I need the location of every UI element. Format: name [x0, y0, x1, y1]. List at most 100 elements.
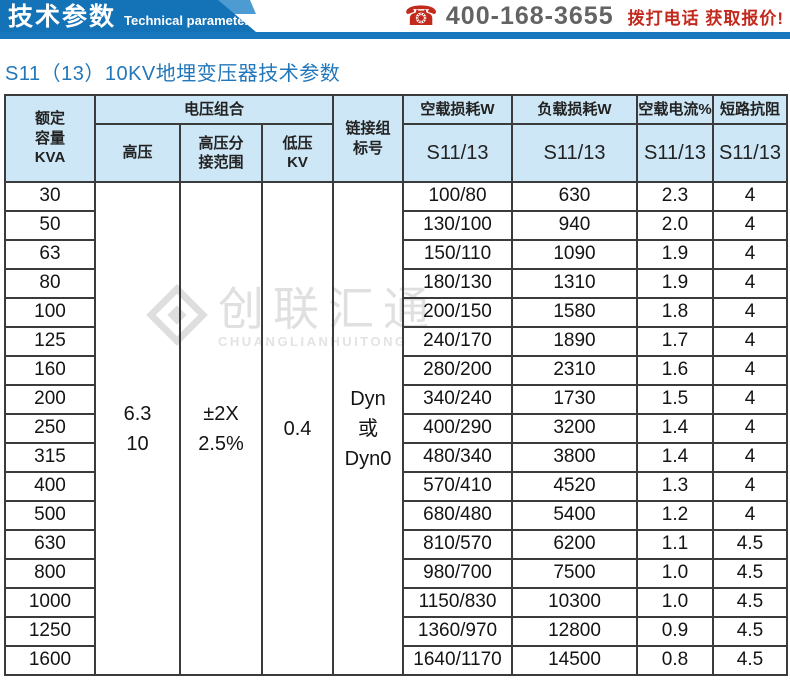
cell-no-load-current: 2.0 [636, 210, 714, 241]
page-title: S11（13）10KV地埋变压器技术参数 [5, 63, 341, 85]
cell-impedance: 4 [712, 471, 788, 502]
cell-load-loss: 12800 [511, 616, 638, 647]
cell-load-loss: 10300 [511, 587, 638, 618]
col-header-load-loss: 负载损耗W [511, 94, 638, 125]
top-banner: 技术参数 Technical parameter ☎ 400-168-3655 … [0, 0, 790, 40]
cell-load-loss: 1580 [511, 297, 638, 328]
cell-no-load-loss: 100/80 [402, 181, 513, 212]
table-row: 400 570/410 4520 1.3 4 [4, 471, 788, 502]
cell-impedance: 4 [712, 210, 788, 241]
cell-impedance: 4 [712, 413, 788, 444]
cell-impedance: 4.5 [712, 558, 788, 589]
table-row: 315 480/340 3800 1.4 4 [4, 442, 788, 473]
cell-impedance: 4 [712, 500, 788, 531]
cell-kva: 1600 [4, 645, 96, 676]
table-row: 1250 1360/970 12800 0.9 4.5 [4, 616, 788, 647]
cell-kva: 100 [4, 297, 96, 328]
cell-no-load-loss: 150/110 [402, 239, 513, 270]
cell-no-load-current: 0.9 [636, 616, 714, 647]
spec-table-header: 额定 容量 KVA 电压组合 链接组 标号 空载损耗W 负载损耗W 空载电流% … [4, 94, 788, 183]
cell-no-load-current: 1.2 [636, 500, 714, 531]
table-row: 80 180/130 1310 1.9 4 [4, 268, 788, 299]
cell-load-loss: 4520 [511, 471, 638, 502]
cell-no-load-current: 1.9 [636, 239, 714, 270]
cell-load-loss: 14500 [511, 645, 638, 676]
table-row: 500 680/480 5400 1.2 4 [4, 500, 788, 531]
cell-load-loss: 7500 [511, 558, 638, 589]
cell-load-loss: 2310 [511, 355, 638, 386]
cell-no-load-current: 1.4 [636, 413, 714, 444]
contact-block: ☎ 400-168-3655 拨打电话 获取报价! [404, 0, 784, 32]
cell-impedance: 4 [712, 442, 788, 473]
banner-underline-bar [0, 32, 790, 39]
cell-no-load-loss: 200/150 [402, 297, 513, 328]
cell-no-load-loss: 180/130 [402, 268, 513, 299]
cell-kva: 1250 [4, 616, 96, 647]
col-header-lv: 低压 KV [261, 123, 334, 183]
col-header-hv: 高压 [94, 123, 181, 183]
cell-no-load-loss: 1150/830 [402, 587, 513, 618]
col-header-impedance: 短路抗阻 [712, 94, 788, 125]
phone-icon: ☎ [404, 0, 438, 31]
cell-kva: 160 [4, 355, 96, 386]
cell-no-load-current: 1.1 [636, 529, 714, 560]
col-header-hv-tap: 高压分 接范围 [179, 123, 263, 183]
table-row: 800 980/700 7500 1.0 4.5 [4, 558, 788, 589]
table-row: 250 400/290 3200 1.4 4 [4, 413, 788, 444]
cell-no-load-loss: 680/480 [402, 500, 513, 531]
section-title-cn: 技术参数 [8, 2, 117, 31]
cell-kva: 315 [4, 442, 96, 473]
table-row: 630 810/570 6200 1.1 4.5 [4, 529, 788, 560]
section-title-en: Technical parameter [124, 13, 250, 28]
cell-kva: 250 [4, 413, 96, 444]
cell-no-load-current: 1.7 [636, 326, 714, 357]
col-header-vector-group: 链接组 标号 [332, 94, 404, 183]
table-row: 1000 1150/830 10300 1.0 4.5 [4, 587, 788, 618]
table-row: 63 150/110 1090 1.9 4 [4, 239, 788, 270]
cell-kva: 1000 [4, 587, 96, 618]
table-row: 100 200/150 1580 1.8 4 [4, 297, 788, 328]
cell-no-load-current: 1.8 [636, 297, 714, 328]
cell-load-loss: 5400 [511, 500, 638, 531]
cell-load-loss: 630 [511, 181, 638, 212]
cell-load-loss: 1890 [511, 326, 638, 357]
cell-impedance: 4.5 [712, 645, 788, 676]
call-cta-text[interactable]: 拨打电话 获取报价! [627, 8, 784, 28]
cell-no-load-current: 1.9 [636, 268, 714, 299]
cell-impedance: 4 [712, 384, 788, 415]
cell-no-load-loss: 400/290 [402, 413, 513, 444]
cell-kva: 30 [4, 181, 96, 212]
cell-impedance: 4.5 [712, 587, 788, 618]
cell-impedance: 4 [712, 181, 788, 212]
cell-hv-merged: 6.3 10 [94, 181, 181, 676]
cell-impedance: 4 [712, 239, 788, 270]
cell-load-loss: 6200 [511, 529, 638, 560]
model-header-no-load-loss: S11/13 [402, 123, 513, 183]
cell-no-load-current: 2.3 [636, 181, 714, 212]
cell-impedance: 4.5 [712, 616, 788, 647]
col-header-kva: 额定 容量 KVA [4, 94, 96, 183]
phone-number[interactable]: 400-168-3655 [445, 1, 614, 30]
cell-kva: 80 [4, 268, 96, 299]
col-header-voltage-group: 电压组合 [94, 94, 334, 125]
cell-impedance: 4 [712, 297, 788, 328]
cell-no-load-current: 0.8 [636, 645, 714, 676]
cell-kva: 125 [4, 326, 96, 357]
cell-no-load-current: 1.5 [636, 384, 714, 415]
table-row: 30 6.3 10 ±2X 2.5% 0.4 Dyn 或 Dyn0 100/80 630 2.… [4, 181, 788, 676]
cell-load-loss: 940 [511, 210, 638, 241]
col-header-no-load-current: 空载电流% [636, 94, 714, 125]
cell-no-load-current: 1.0 [636, 587, 714, 618]
cell-kva: 630 [4, 529, 96, 560]
cell-vector-group-merged: Dyn 或 Dyn0 [332, 181, 404, 676]
spec-table: 额定 容量 KVA 电压组合 链接组 标号 空载损耗W 负载损耗W 空载电流% … [4, 94, 788, 676]
section-ribbon: 技术参数 Technical parameter [0, 0, 256, 32]
model-header-impedance: S11/13 [712, 123, 788, 183]
cell-load-loss: 3800 [511, 442, 638, 473]
table-row: 125 240/170 1890 1.7 4 [4, 326, 788, 357]
cell-no-load-loss: 130/100 [402, 210, 513, 241]
cell-no-load-loss: 810/570 [402, 529, 513, 560]
cell-kva: 63 [4, 239, 96, 270]
table-row: 160 280/200 2310 1.6 4 [4, 355, 788, 386]
cell-kva: 800 [4, 558, 96, 589]
